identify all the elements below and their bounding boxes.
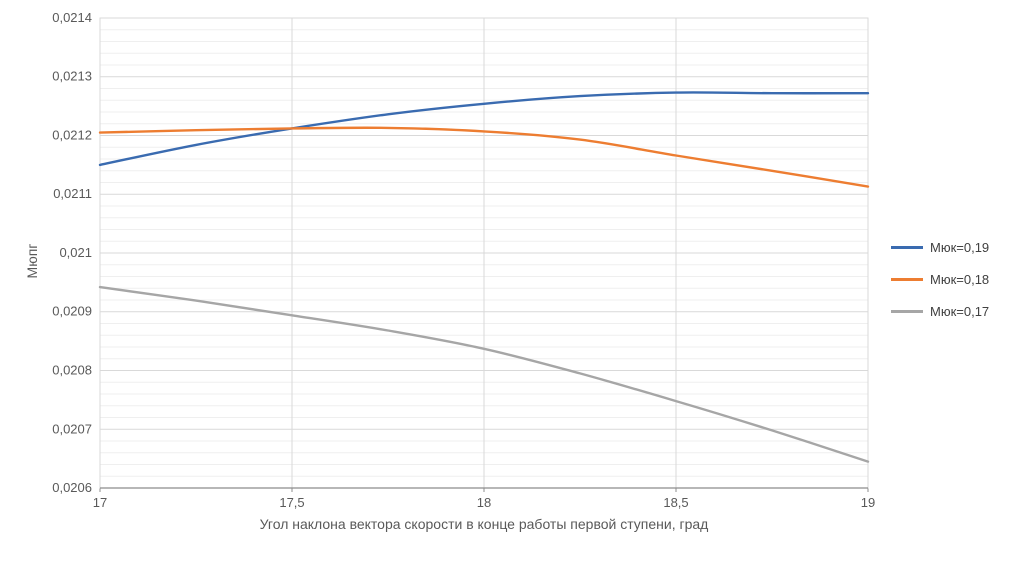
legend-swatch-line bbox=[891, 246, 923, 249]
y-axis-title: Мюпг bbox=[24, 243, 40, 279]
legend-label: Мюк=0,19 bbox=[930, 240, 990, 255]
x-tick-label: 17 bbox=[93, 495, 107, 510]
x-tick-label: 19 bbox=[861, 495, 875, 510]
y-tick-label: 0,0211 bbox=[53, 186, 92, 201]
legend-item: Мюк=0,18 bbox=[891, 272, 989, 287]
y-tick-label: 0,0207 bbox=[52, 421, 92, 436]
y-tick-label: 0,0206 bbox=[52, 480, 92, 495]
x-tick-label: 18,5 bbox=[663, 495, 688, 510]
legend-label: Мюк=0,17 bbox=[930, 304, 990, 319]
legend-swatch-line bbox=[891, 310, 923, 313]
series-line bbox=[98, 126, 870, 188]
series-line bbox=[98, 285, 870, 463]
x-tick-label: 18 bbox=[477, 495, 491, 510]
legend-label: Мюк=0,18 bbox=[930, 272, 990, 287]
y-tick-label: 0,0214 bbox=[52, 10, 92, 25]
legend-item: Мюк=0,17 bbox=[891, 304, 989, 319]
x-tick-label: 17,5 bbox=[279, 495, 304, 510]
y-tick-label: 0,0208 bbox=[52, 363, 92, 378]
y-tick-label: 0,0213 bbox=[52, 69, 92, 84]
y-tick-label: 0,0212 bbox=[52, 128, 92, 143]
y-tick-label: 0,0209 bbox=[52, 304, 92, 319]
legend: Мюк=0,19 Мюк=0,18 Мюк=0,17 bbox=[891, 240, 989, 319]
x-axis-title: Угол наклона вектора скорости в конце ра… bbox=[259, 516, 709, 532]
y-tick-label: 0,021 bbox=[59, 245, 92, 260]
legend-item: Мюк=0,19 bbox=[891, 240, 989, 255]
legend-swatch-line bbox=[891, 278, 923, 281]
series-line bbox=[98, 91, 870, 167]
